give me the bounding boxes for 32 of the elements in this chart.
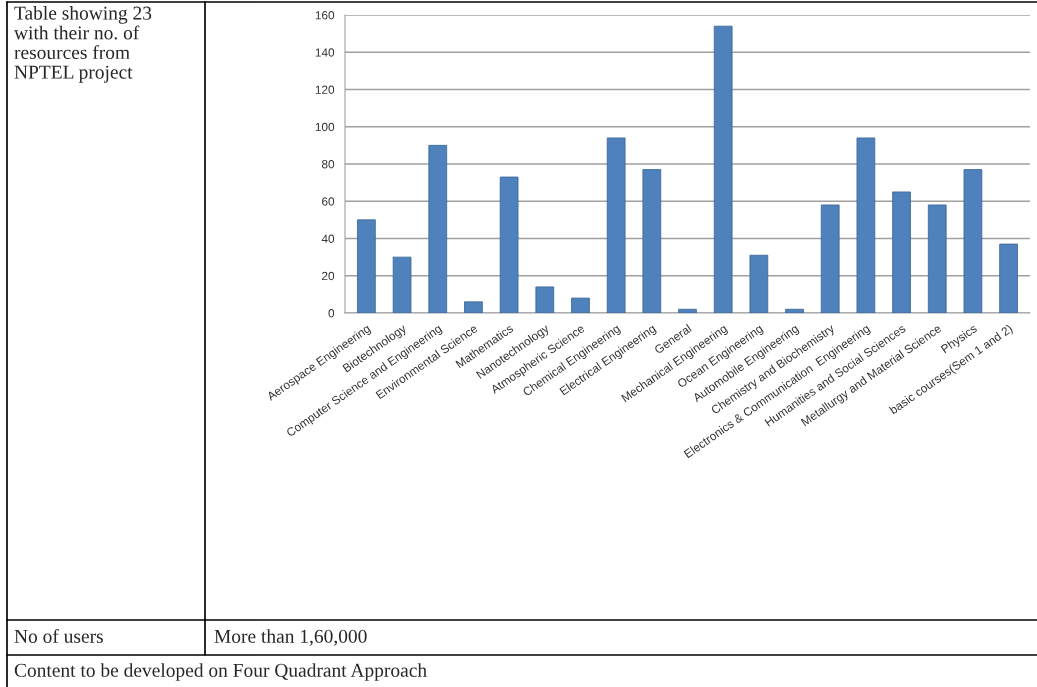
bar	[392, 256, 412, 313]
y-tick-label: 160	[315, 11, 335, 20]
y-tick-label: 100	[315, 122, 335, 132]
y-tick-label: 80	[321, 160, 335, 169]
bar	[856, 137, 876, 313]
y-tick-label: 40	[321, 234, 335, 243]
text: Table showing 23 with their no. of resources from NPTEL project	[14, 6, 152, 83]
bar	[535, 286, 555, 313]
bar	[678, 308, 697, 313]
y-tick-label: 140	[315, 48, 335, 57]
y-tick-label: 60	[322, 197, 335, 206]
bar	[499, 176, 519, 313]
y-tick-label: 120	[315, 85, 335, 94]
bar	[642, 169, 662, 313]
bar	[963, 169, 983, 313]
text: No of users	[14, 628, 103, 643]
bar	[713, 25, 733, 313]
bar	[571, 297, 590, 313]
bar	[464, 301, 483, 313]
bar	[999, 243, 1018, 313]
y-tick-label: 0	[328, 309, 335, 318]
y-tick-label: 20	[322, 271, 335, 281]
bar	[749, 254, 769, 313]
bar	[606, 137, 626, 313]
bar	[785, 308, 804, 313]
bar	[820, 204, 840, 313]
bar	[357, 219, 376, 313]
bar	[927, 204, 947, 313]
bar	[428, 144, 448, 313]
text: Content to be developed on Four Quadrant Approach	[14, 663, 427, 681]
bar	[892, 191, 911, 313]
text: More than 1,60,000	[214, 629, 367, 646]
